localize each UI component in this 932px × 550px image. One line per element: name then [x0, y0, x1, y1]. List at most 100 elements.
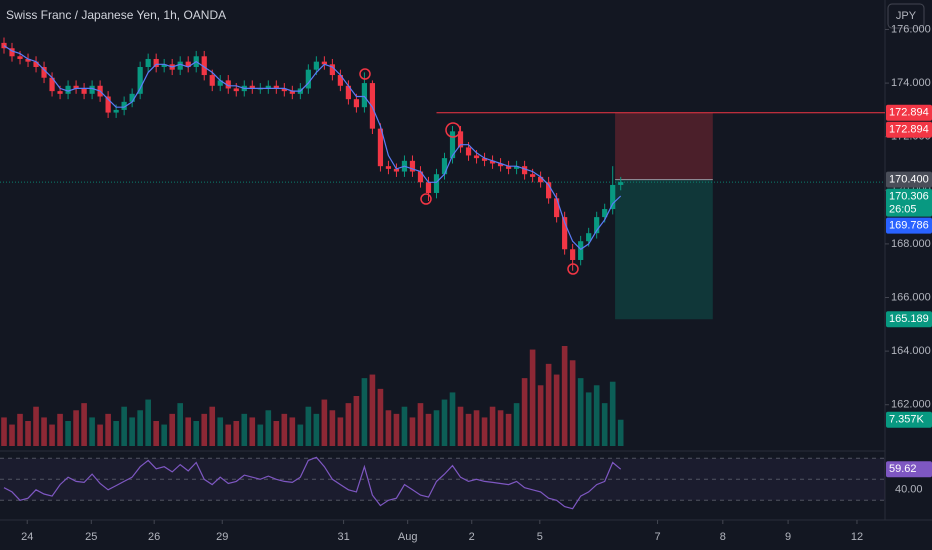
volume-bar [569, 360, 576, 446]
candle-body [578, 241, 584, 260]
volume-bar [393, 413, 400, 446]
volume-bar [577, 378, 584, 446]
price-badge: 170.400 [889, 173, 929, 185]
candle-body [225, 80, 231, 89]
volume-bar [489, 406, 496, 446]
countdown: 26:05 [889, 203, 917, 215]
annotation-circle [445, 122, 461, 138]
candle-body [321, 61, 327, 65]
candle-body [473, 155, 480, 159]
candle-body [554, 198, 560, 218]
x-tick-label: 29 [216, 531, 228, 543]
volume-bar [609, 381, 616, 446]
volume-bar [521, 378, 528, 446]
volume-bar [209, 406, 216, 446]
candle-body [377, 128, 384, 167]
volume-bar [473, 410, 480, 446]
candle-body [281, 88, 287, 92]
currency-button-frame[interactable] [887, 3, 925, 29]
x-tick-label: 25 [85, 531, 97, 543]
candle-body [457, 131, 464, 148]
volume-bar [193, 421, 200, 446]
candle-body [345, 85, 351, 100]
volume-bar [497, 410, 504, 446]
currency-button[interactable]: JPY [887, 3, 925, 29]
candle-body [57, 91, 63, 94]
volume-bar [337, 417, 344, 446]
volume-bar [161, 424, 167, 446]
volume-bar [529, 349, 536, 446]
volume-bar [377, 388, 384, 446]
candle-body [73, 85, 79, 89]
candle-body [265, 85, 271, 89]
volume-bar [33, 406, 39, 446]
price-badge: 169.786 [889, 219, 929, 231]
volume-bar [25, 421, 31, 446]
volume-bar [113, 421, 119, 446]
volume-bar [297, 424, 304, 446]
rsi-tick-label: 40.00 [895, 484, 923, 496]
candle-body [417, 171, 424, 183]
candle-body [586, 233, 592, 242]
volume-bar [185, 417, 192, 446]
candle-body [594, 217, 600, 234]
candle-body [305, 69, 311, 89]
candle-body [1, 42, 7, 49]
candle-body [521, 166, 528, 175]
y-tick-label: 168.000 [891, 238, 931, 250]
volume-bar [233, 421, 240, 446]
volume-bar [145, 399, 151, 446]
annotations [359, 68, 579, 275]
candle-body [105, 96, 111, 113]
candle-body [177, 61, 183, 70]
candle-body [65, 85, 71, 94]
candle-body [289, 91, 295, 94]
candle-body [433, 174, 440, 193]
candle-body [81, 88, 87, 94]
candle-body [113, 109, 119, 113]
volume-bar [433, 410, 440, 446]
volume-bar [225, 424, 232, 446]
rsi-line [3, 456, 622, 510]
x-tick-label: 5 [537, 531, 543, 543]
candle-body [201, 56, 207, 76]
volume-bar [129, 417, 135, 446]
annotation-circle [567, 263, 579, 275]
x-tick-label: 8 [720, 531, 726, 543]
volume-bar [465, 413, 472, 446]
position-risk [615, 112, 713, 180]
price-badge-bg [886, 188, 932, 217]
candle-body [465, 147, 472, 156]
x-tick-label: 7 [654, 531, 660, 543]
price-badge: 170.306 [889, 190, 929, 202]
x-tick-label: 26 [148, 531, 160, 543]
volume-bar [73, 410, 79, 446]
annotation-circle [420, 193, 432, 205]
volume-bar [273, 421, 280, 446]
price-badge-bg [886, 217, 932, 234]
volume-bar [257, 424, 264, 446]
candle-body [273, 85, 279, 89]
currency-label[interactable]: JPY [896, 10, 917, 22]
volume-bar [585, 392, 592, 446]
candle-body [385, 166, 392, 169]
volume-bar [409, 417, 416, 446]
candle-body [25, 58, 31, 62]
candle-body [121, 101, 127, 110]
x-tick-label: 2 [469, 531, 475, 543]
volume-bar [289, 417, 296, 446]
volume-bar [169, 413, 175, 446]
candle-body [538, 176, 544, 183]
candle-body [129, 93, 135, 102]
chart-title: Swiss Franc / Japanese Yen, 1h, OANDA [6, 8, 226, 22]
price-badge-bg [886, 311, 932, 328]
volume-bar [1, 417, 7, 446]
volume-bar [329, 410, 336, 446]
candle-body [425, 182, 432, 193]
candle-body [89, 85, 95, 94]
price-badge-bg [886, 121, 932, 138]
rsi-badge: 59.62 [889, 463, 917, 475]
candle-body [570, 249, 576, 260]
volume-bar [561, 346, 568, 446]
volume-bar [481, 417, 488, 446]
